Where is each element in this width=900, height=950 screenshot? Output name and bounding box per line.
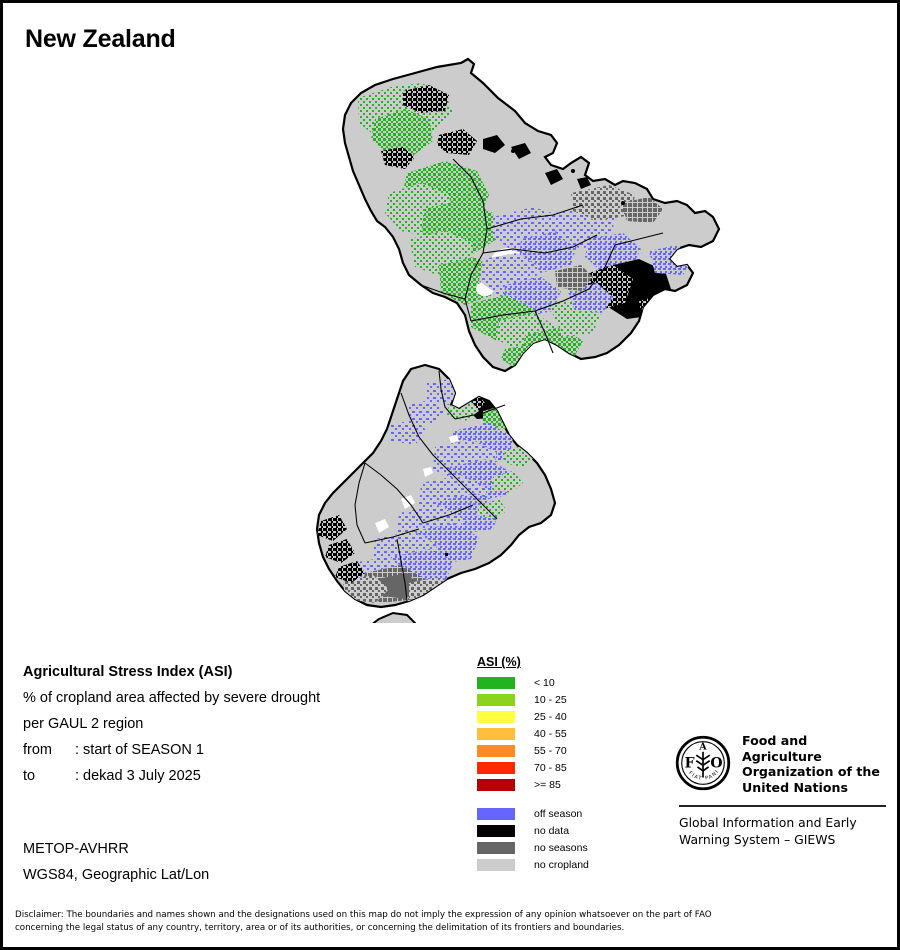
disclaimer-line-1: Disclaimer: The boundaries and names sho…: [15, 910, 712, 920]
asi-class-label: 10 - 25: [534, 693, 567, 706]
svg-text:F: F: [685, 755, 695, 771]
asi-class-swatch: [477, 710, 515, 723]
asi-class-swatch: [477, 727, 515, 740]
asi-class-swatch: [477, 676, 515, 689]
north-island-admin-boundaries: [420, 158, 664, 354]
disclaimer-line-2: concerning the legal status of any count…: [15, 922, 625, 933]
asi-special-label: no cropland: [534, 858, 589, 871]
giews-line-1: Global Information and Early: [679, 815, 857, 830]
north-island[interactable]: [341, 57, 721, 373]
asi-class-row[interactable]: 40 - 55: [473, 725, 567, 742]
asi-class-row[interactable]: 70 - 85: [473, 759, 567, 776]
asi-class-label: 40 - 55: [534, 727, 567, 740]
info-to-value: : dekad 3 July 2025: [75, 768, 201, 784]
asi-special-row[interactable]: no seasons: [473, 839, 589, 856]
asi-class-label: 55 - 70: [534, 744, 567, 757]
offshore-islets: [445, 143, 625, 556]
fao-name-line-1: Food and Agriculture: [742, 733, 822, 764]
asi-class-row[interactable]: 25 - 40: [473, 708, 567, 725]
north-island-thematic: [347, 83, 693, 369]
asi-special-swatch: [477, 807, 515, 820]
asi-legend: ASI (%) < 10 10 - 25 25 - 40 40 - 55 55 - 70…: [473, 655, 567, 793]
fao-name: Food and Agriculture Organization of the…: [742, 733, 890, 795]
disclaimer: Disclaimer: The boundaries and names sho…: [15, 909, 887, 934]
fao-divider: [679, 805, 886, 807]
asi-class-row[interactable]: < 10: [473, 674, 567, 691]
map-canvas[interactable]: [153, 53, 773, 623]
stewart-island[interactable]: [371, 611, 417, 623]
asi-class-row[interactable]: 55 - 70: [473, 742, 567, 759]
asi-special-row[interactable]: no data: [473, 822, 589, 839]
asi-special-row[interactable]: no cropland: [473, 856, 589, 873]
asi-legend-classes: < 10 10 - 25 25 - 40 40 - 55 55 - 70 70 - 85 >…: [473, 674, 567, 793]
info-line-2: per GAUL 2 region: [23, 716, 144, 732]
asi-special-swatch: [477, 841, 515, 854]
south-island-admin-boundaries: [354, 370, 506, 602]
asi-class-label: 70 - 85: [534, 761, 567, 774]
asi-legend-special: off season no data no seasons no cropland: [473, 805, 589, 873]
asi-class-row[interactable]: >= 85: [473, 776, 567, 793]
projection-name: WGS84, Geographic Lat/Lon: [23, 867, 210, 883]
asi-special-swatch: [477, 824, 515, 837]
fao-branding: F O A FIAT PANIS Food and Agriculture Or…: [675, 733, 890, 848]
asi-special-label: off season: [534, 807, 583, 820]
asi-class-row[interactable]: 10 - 25: [473, 691, 567, 708]
south-island[interactable]: [315, 363, 557, 609]
info-from-row: from : start of SEASON 1: [23, 737, 320, 763]
info-heading: Agricultural Stress Index (ASI): [23, 664, 233, 680]
info-to-row: to : dekad 3 July 2025: [23, 763, 320, 789]
fao-name-line-2: Organization of the: [742, 764, 880, 779]
asi-class-swatch: [477, 761, 515, 774]
asi-class-label: >= 85: [534, 778, 561, 791]
new-zealand-asi-map[interactable]: [153, 53, 773, 623]
asi-class-swatch: [477, 778, 515, 791]
giews-line-2: Warning System – GIEWS: [679, 831, 836, 847]
asi-special-row[interactable]: off season: [473, 805, 589, 822]
info-line-1: % of cropland area affected by severe dr…: [23, 690, 321, 706]
asi-class-label: < 10: [534, 676, 555, 689]
info-from-value: : start of SEASON 1: [75, 742, 204, 758]
sensor-name: METOP-AVHRR: [23, 841, 129, 857]
map-info-block: Agricultural Stress Index (ASI) % of cro…: [23, 659, 320, 789]
asi-class-label: 25 - 40: [534, 710, 567, 723]
svg-text:O: O: [710, 755, 722, 771]
stewart-island-landmass: [372, 611, 417, 623]
asi-class-swatch: [477, 744, 515, 757]
fao-name-line-3: United Nations: [742, 779, 848, 795]
giews-name: Global Information and Early Warning Sys…: [679, 815, 890, 848]
asi-special-swatch: [477, 858, 515, 871]
info-from-key: from: [23, 742, 52, 758]
svg-text:A: A: [698, 742, 707, 753]
page-title: New Zealand: [25, 25, 176, 53]
info-to-key: to: [23, 768, 36, 784]
asi-class-swatch: [477, 693, 515, 706]
asi-special-label: no seasons: [534, 841, 588, 854]
asi-special-label: no data: [534, 824, 570, 837]
sensor-block: METOP-AVHRR WGS84, Geographic Lat/Lon: [23, 836, 209, 888]
asi-legend-title: ASI (%): [477, 655, 521, 669]
fao-logo-icon: F O A FIAT PANIS: [675, 735, 731, 791]
